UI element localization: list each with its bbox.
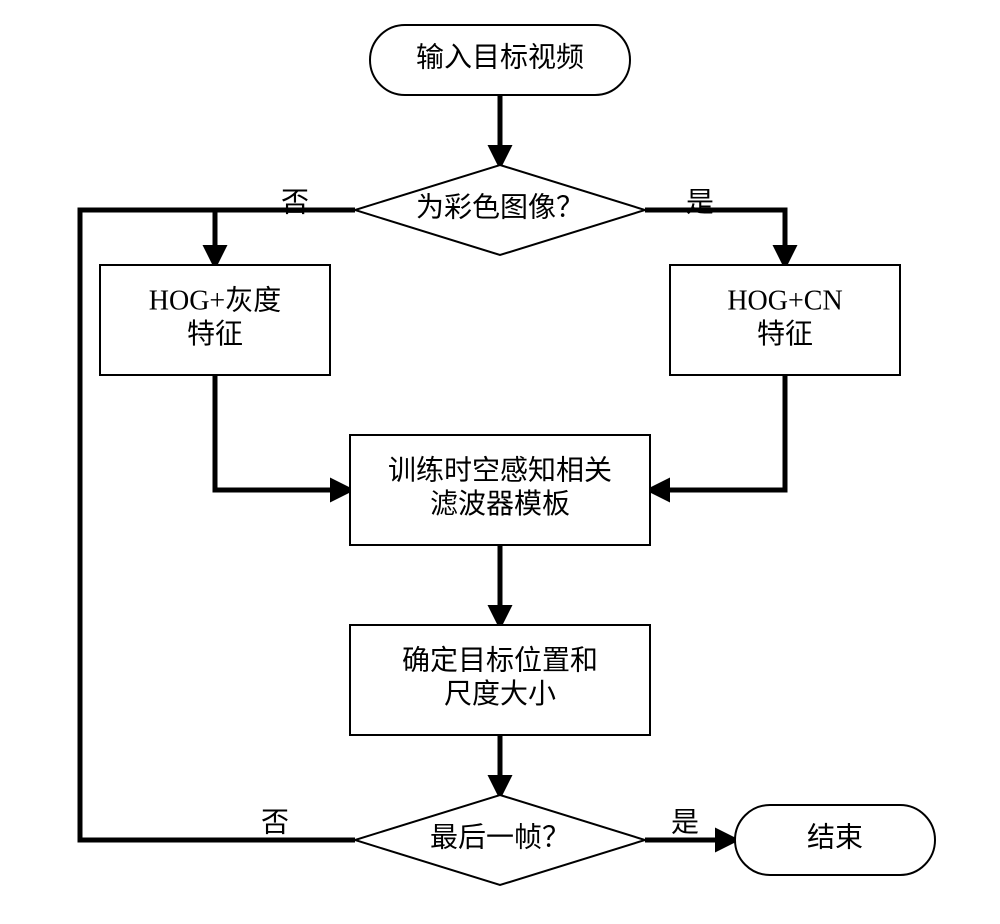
- node-dec1: 为彩色图像？: [355, 165, 645, 255]
- node-right-text-0: HOG+CN: [727, 286, 842, 317]
- label-dec1_no: 否: [281, 187, 309, 218]
- edge: [645, 210, 785, 265]
- node-detect-text-1: 尺度大小: [444, 678, 556, 710]
- label-dec2_no: 否: [261, 807, 289, 838]
- node-left-text-1: 特征: [187, 318, 243, 350]
- flowchart-canvas: 输入目标视频为彩色图像？HOG+灰度特征HOG+CN特征训练时空感知相关滤波器模…: [0, 0, 1000, 924]
- label-dec2_yes: 是: [671, 807, 699, 838]
- node-end: 结束: [735, 805, 935, 875]
- node-start: 输入目标视频: [370, 25, 630, 95]
- node-detect: 确定目标位置和尺度大小: [350, 625, 650, 735]
- node-train: 训练时空感知相关滤波器模板: [350, 435, 650, 545]
- node-train-text-0: 训练时空感知相关: [388, 455, 612, 487]
- edge: [650, 375, 785, 490]
- node-start-text-0: 输入目标视频: [416, 41, 584, 73]
- node-train-text-1: 滤波器模板: [430, 488, 570, 520]
- node-left: HOG+灰度特征: [100, 265, 330, 375]
- edge: [215, 375, 350, 490]
- node-dec1-text-0: 为彩色图像？: [416, 191, 584, 223]
- node-right: HOG+CN特征: [670, 265, 900, 375]
- node-detect-text-0: 确定目标位置和: [402, 645, 598, 677]
- node-dec2-text-0: 最后一帧？: [430, 821, 570, 853]
- node-end-text-0: 结束: [807, 821, 863, 853]
- label-dec1_yes: 是: [686, 187, 714, 218]
- node-left-text-0: HOG+灰度: [149, 285, 281, 317]
- node-right-text-1: 特征: [757, 318, 813, 350]
- node-dec2: 最后一帧？: [355, 795, 645, 885]
